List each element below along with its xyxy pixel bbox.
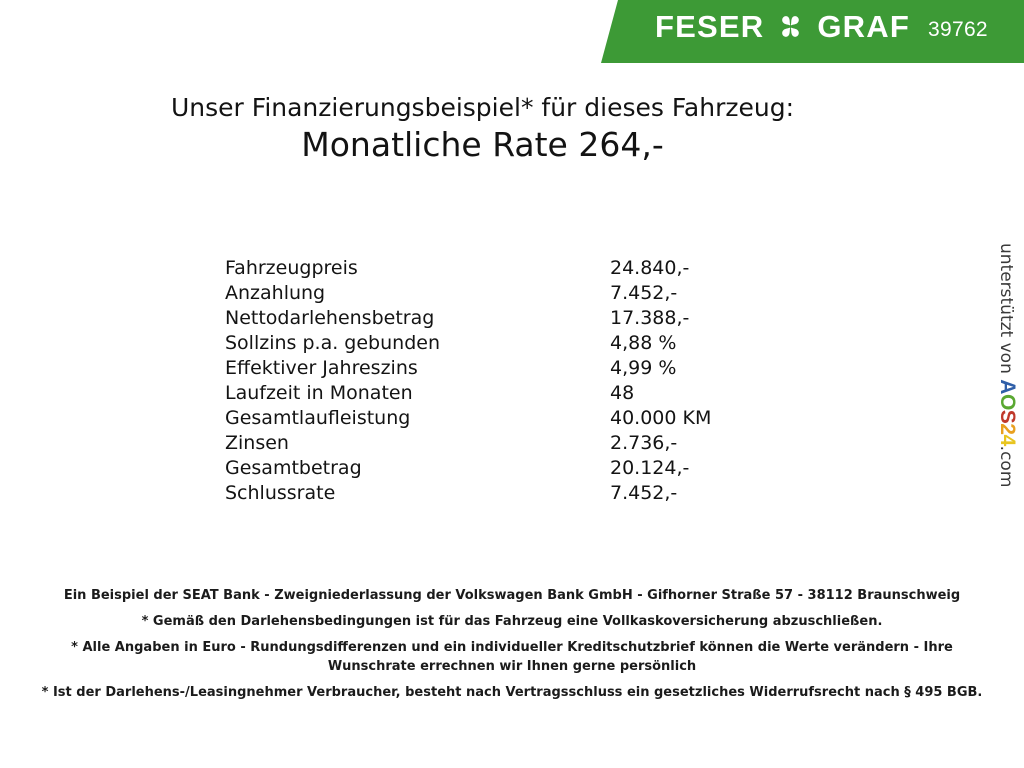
table-row: Anzahlung 7.452,-	[225, 281, 745, 306]
dealer-number: 39762	[928, 18, 988, 41]
aos24-logo: AOS24.com	[996, 379, 1019, 487]
aos24-digit-2: 2	[996, 423, 1019, 435]
brand-logo: FESER GRAF	[655, 11, 910, 42]
row-label: Zinsen	[225, 432, 289, 454]
table-row: Schlussrate 7.452,-	[225, 481, 745, 506]
row-value: 48	[610, 382, 635, 404]
row-value: 24.840,-	[610, 257, 690, 279]
row-label: Fahrzeugpreis	[225, 257, 358, 279]
monthly-rate-headline: Monatliche Rate 264,-	[301, 125, 664, 164]
page-header: FESER GRAF 39762	[0, 0, 1024, 63]
table-row: Gesamtbetrag 20.124,-	[225, 456, 745, 481]
brand-name-feser: FESER	[655, 9, 765, 44]
footer-line-bank-info: Ein Beispiel der SEAT Bank - Zweignieder…	[63, 588, 961, 603]
footer-line-withdrawal-note: * Ist der Darlehens-/Leasingnehmer Verbr…	[41, 685, 983, 700]
table-row: Effektiver Jahreszins 4,99 %	[225, 356, 745, 381]
financing-details-table: Fahrzeugpreis 24.840,- Anzahlung 7.452,-…	[225, 256, 745, 506]
row-label: Effektiver Jahreszins	[225, 357, 418, 379]
row-label: Gesamtlaufleistung	[225, 407, 411, 429]
supported-by-credit: unterstützt von AOS24.com	[992, 243, 1022, 543]
aos24-digit-4: 4	[996, 434, 1019, 446]
supported-by-label: unterstützt von	[996, 243, 1016, 380]
table-row: Gesamtlaufleistung 40.000 KM	[225, 406, 745, 431]
row-value: 20.124,-	[610, 457, 690, 479]
row-value: 17.388,-	[610, 307, 690, 329]
row-label: Sollzins p.a. gebunden	[225, 332, 440, 354]
footer-line-currency-note: * Alle Angaben in Euro - Rundungsdiffere…	[71, 640, 953, 674]
legal-footer: Ein Beispiel der SEAT Bank - Zweignieder…	[0, 586, 1024, 702]
aos24-letter-o: O	[996, 393, 1019, 410]
aos24-tld: .com	[996, 445, 1016, 488]
aos24-letter-s: S	[996, 409, 1019, 424]
financing-example-subtitle: Unser Finanzierungsbeispiel* für dieses …	[170, 93, 795, 122]
brand-name-graf: GRAF	[817, 9, 910, 44]
row-value: 7.452,-	[610, 282, 678, 304]
header-green-banner	[601, 0, 1024, 63]
row-label: Anzahlung	[225, 282, 326, 304]
row-label: Schlussrate	[225, 482, 336, 504]
row-value: 4,99 %	[610, 357, 677, 379]
row-value: 4,88 %	[610, 332, 677, 354]
footer-line-insurance-note: * Gemäß den Darlehensbedingungen ist für…	[141, 614, 883, 629]
row-label: Gesamtbetrag	[225, 457, 362, 479]
row-label: Nettodarlehensbetrag	[225, 307, 435, 329]
page-title: Unser Finanzierungsbeispiel* für dieses …	[0, 92, 965, 166]
table-row: Fahrzeugpreis 24.840,-	[225, 256, 745, 281]
four-leaf-clover-icon	[777, 13, 804, 40]
table-row: Sollzins p.a. gebunden 4,88 %	[225, 331, 745, 356]
table-row: Laufzeit in Monaten 48	[225, 381, 745, 406]
row-label: Laufzeit in Monaten	[225, 382, 413, 404]
row-value: 7.452,-	[610, 482, 678, 504]
aos24-letter-a: A	[996, 379, 1019, 394]
row-value: 40.000 KM	[610, 407, 712, 429]
table-row: Zinsen 2.736,-	[225, 431, 745, 456]
table-row: Nettodarlehensbetrag 17.388,-	[225, 306, 745, 331]
row-value: 2.736,-	[610, 432, 678, 454]
